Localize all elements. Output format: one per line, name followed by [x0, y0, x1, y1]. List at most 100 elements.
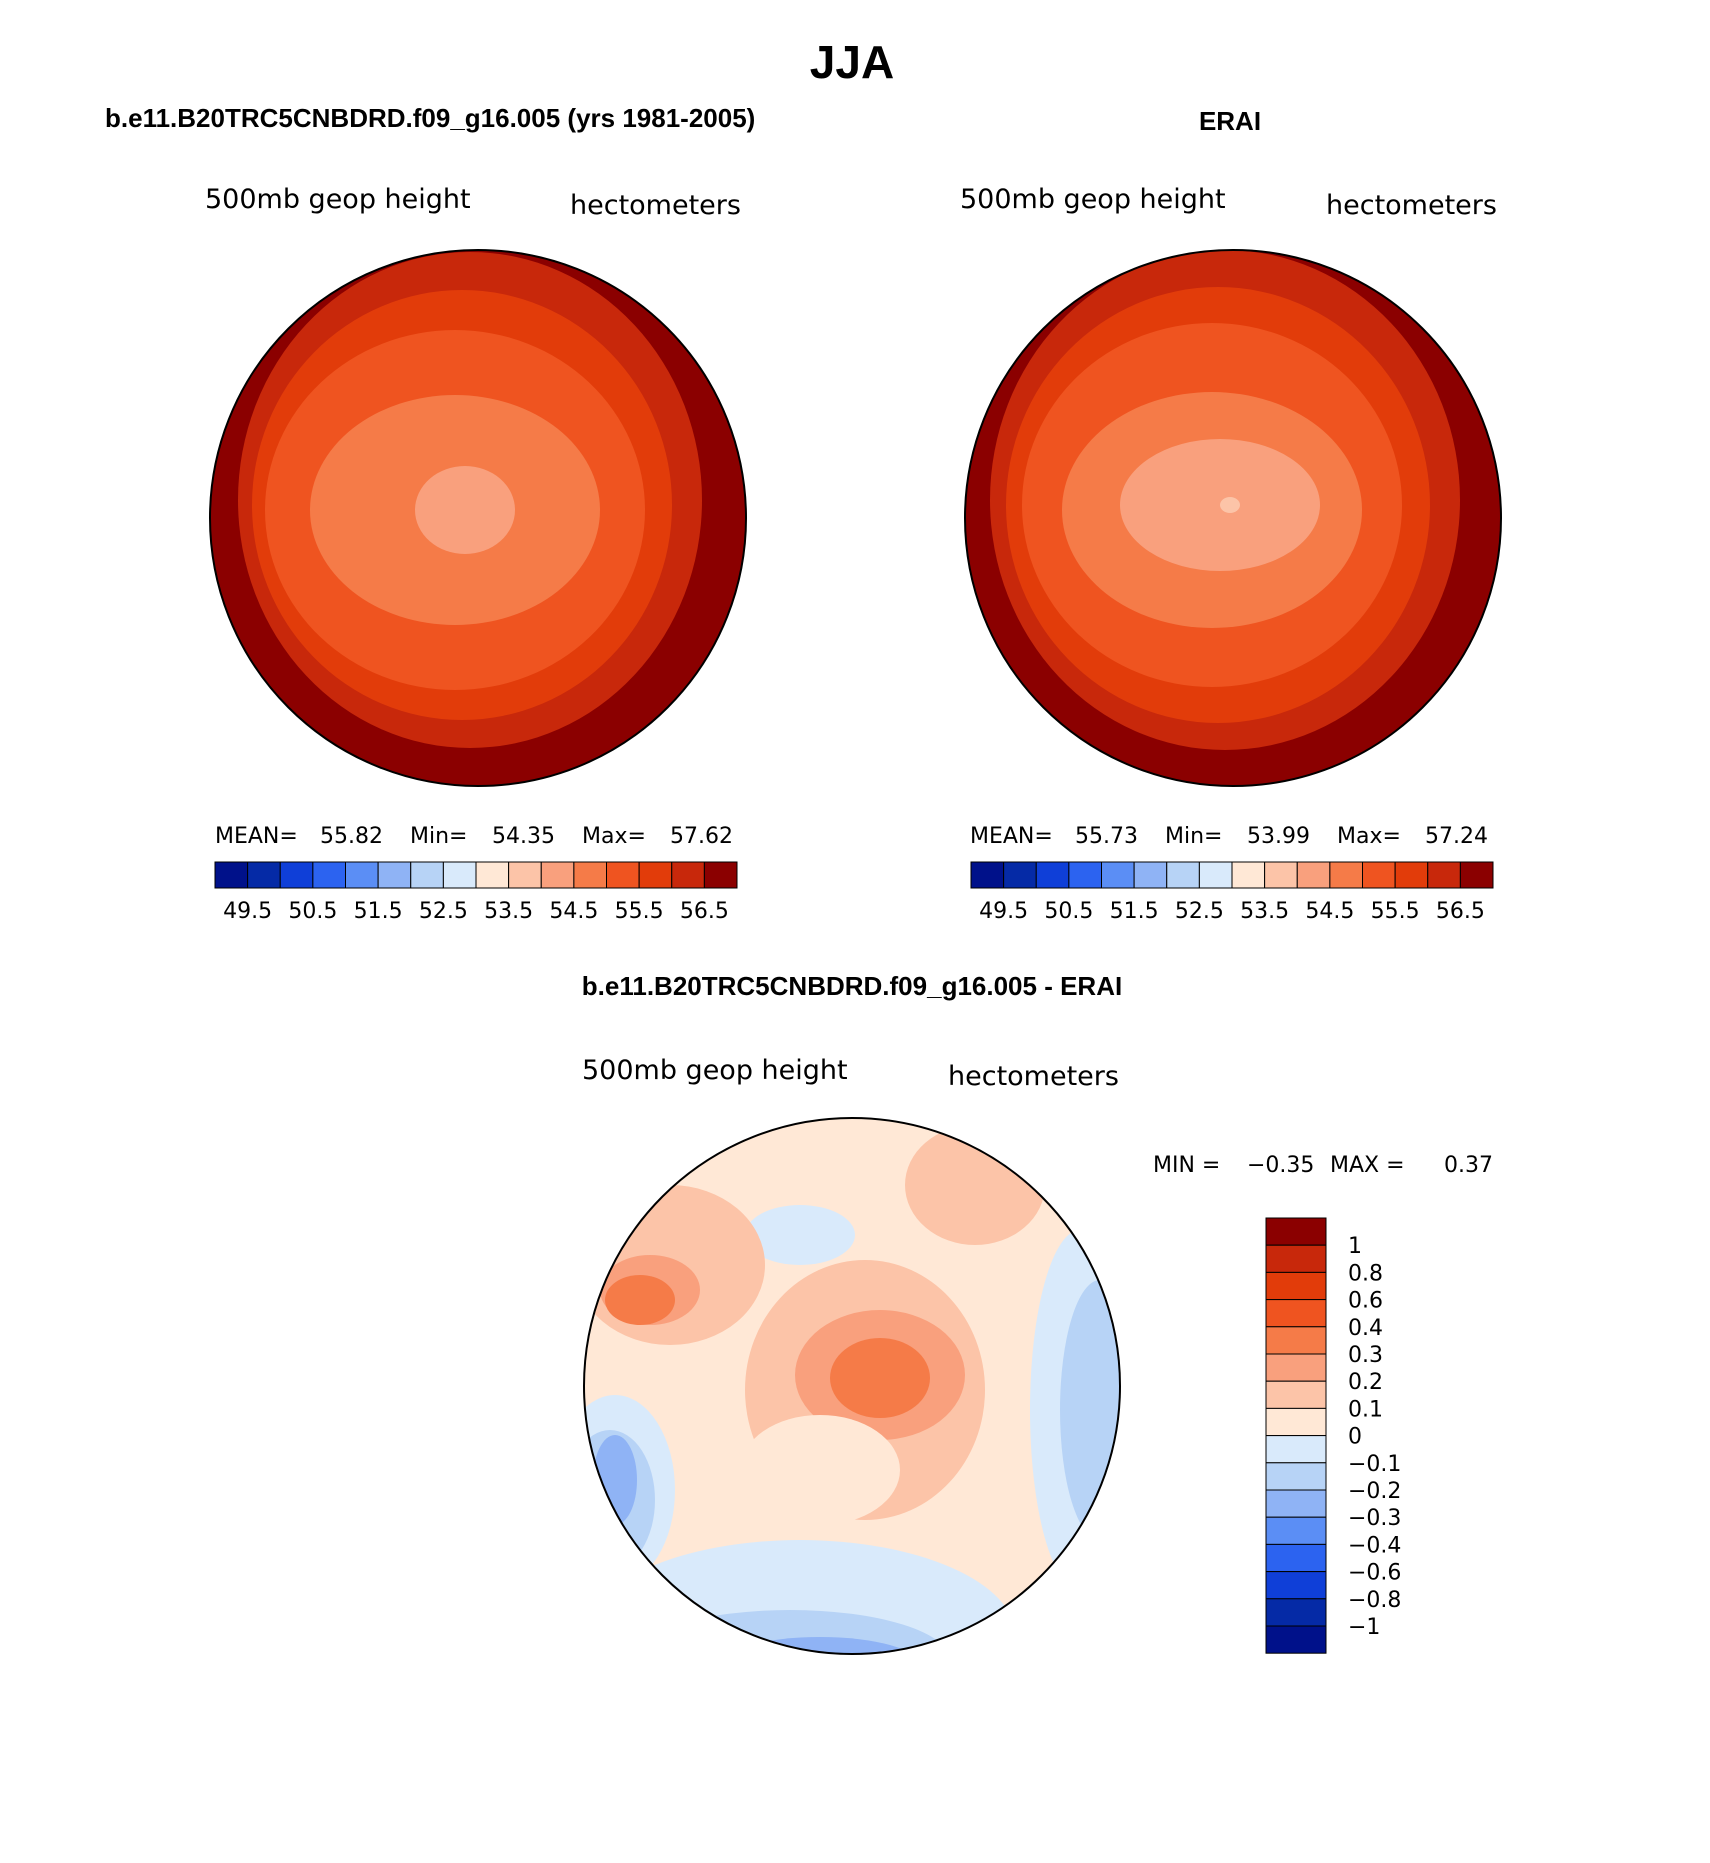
colorbar-box	[1265, 1353, 1327, 1382]
svg-text:57.24: 57.24	[1425, 824, 1488, 849]
colorbar-tick-label: 0.1	[1348, 1397, 1383, 1422]
colorbar-box	[1265, 1407, 1327, 1437]
diff-units: hectometers	[948, 1061, 1119, 1092]
colorbar-box	[1329, 861, 1363, 889]
svg-text:54.35: 54.35	[492, 824, 555, 849]
panel-b-map	[964, 249, 1502, 787]
colorbar-box	[214, 861, 249, 889]
colorbar-box	[671, 861, 705, 889]
colorbar-tick-label: 49.5	[979, 899, 1028, 924]
svg-text:Min=: Min=	[410, 824, 467, 849]
svg-text:55.82: 55.82	[320, 824, 383, 849]
colorbar-tick-label: 52.5	[1175, 899, 1224, 924]
panel-b-colorbar: 49.5 50.5 51.5 52.5 53.5 54.5 55.5 56.5	[970, 861, 1494, 924]
colorbar-box	[1265, 1516, 1327, 1545]
panel-a-map	[209, 249, 747, 787]
svg-text:53.99: 53.99	[1247, 824, 1310, 849]
colorbar-box	[1166, 861, 1200, 889]
colorbar-tick-label: 0.8	[1348, 1261, 1383, 1286]
colorbar-box	[1198, 861, 1233, 889]
svg-text:Min=: Min=	[1165, 824, 1222, 849]
colorbar-box	[540, 861, 575, 889]
colorbar-tick-label: 51.5	[354, 899, 403, 924]
colorbar-tick-label: −0.2	[1348, 1479, 1401, 1504]
colorbar-box	[1394, 861, 1429, 889]
colorbar-tick-label: 55.5	[615, 899, 664, 924]
colorbar-box	[970, 861, 1005, 889]
colorbar-tick-label: 1	[1348, 1234, 1362, 1259]
colorbar-tick-label: −0.4	[1348, 1533, 1401, 1558]
colorbar-box	[1265, 1326, 1327, 1355]
svg-text:MAX =: MAX =	[1330, 1153, 1405, 1178]
colorbar-tick-label: 56.5	[680, 899, 729, 924]
colorbar-box	[508, 861, 542, 889]
diff-title: b.e11.B20TRC5CNBDRD.f09_g16.005 - ERAI	[582, 971, 1122, 1001]
colorbar-box	[1265, 1598, 1327, 1627]
colorbar-tick-label: 54.5	[549, 899, 598, 924]
colorbar-box	[1133, 861, 1168, 889]
colorbar-box	[1362, 861, 1396, 889]
diff-minmax: MIN = −0.35 MAX = 0.37	[1153, 1153, 1493, 1178]
colorbar-box	[1101, 861, 1135, 889]
colorbar-box	[312, 861, 346, 889]
colorbar-tick-label: 0	[1348, 1425, 1362, 1450]
panel-b-stats: MEAN= 55.73 Min= 53.99 Max= 57.24	[970, 824, 1488, 849]
colorbar-tick-label: 53.5	[484, 899, 533, 924]
colorbar-tick-label: 0.2	[1348, 1370, 1383, 1395]
colorbar-box	[1265, 1462, 1327, 1491]
colorbar-tick-label: 56.5	[1436, 899, 1485, 924]
panel-b-units: hectometers	[1326, 190, 1497, 221]
panel-a-colorbar: 49.5 50.5 51.5 52.5 53.5 54.5 55.5 56.5	[214, 861, 738, 924]
colorbar-box	[606, 861, 640, 889]
colorbar-tick-label: −0.3	[1348, 1506, 1401, 1531]
colorbar-box	[573, 861, 607, 889]
colorbar-box	[1459, 861, 1494, 889]
panel-a-units: hectometers	[570, 190, 741, 221]
colorbar-box	[1265, 1625, 1327, 1654]
colorbar-tick-label: 50.5	[1044, 899, 1093, 924]
colorbar-box	[1265, 1435, 1327, 1464]
colorbar-box	[1231, 861, 1266, 889]
colorbar-tick-label: −1	[1348, 1615, 1380, 1640]
colorbar-tick-label: 54.5	[1305, 899, 1354, 924]
colorbar-tick-label: 52.5	[419, 899, 468, 924]
colorbar-tick-label: −0.8	[1348, 1588, 1401, 1613]
svg-text:0.37: 0.37	[1444, 1153, 1493, 1178]
colorbar-box	[345, 861, 379, 889]
panel-a-stats: MEAN= 55.82 Min= 54.35 Max= 57.62	[215, 824, 733, 849]
svg-text:57.62: 57.62	[670, 824, 733, 849]
colorbar-tick-label: 55.5	[1371, 899, 1420, 924]
colorbar-box	[1265, 1571, 1327, 1600]
colorbar-box	[475, 861, 510, 889]
panel-b-var-label: 500mb geop height	[960, 184, 1226, 215]
colorbar-box	[1003, 861, 1037, 889]
colorbar-box	[1265, 1299, 1327, 1328]
colorbar-tick-label: −0.1	[1348, 1452, 1401, 1477]
colorbar-tick-label: 0.3	[1348, 1343, 1383, 1368]
colorbar-tick-label: 0.4	[1348, 1316, 1383, 1341]
colorbar-box	[638, 861, 673, 889]
panel-a-var-label: 500mb geop height	[205, 184, 471, 215]
colorbar-box	[1427, 861, 1461, 889]
colorbar-box	[377, 861, 412, 889]
colorbar-box	[1265, 1380, 1327, 1409]
colorbar-box	[703, 861, 738, 889]
colorbar-box	[410, 861, 444, 889]
colorbar-box	[1264, 861, 1298, 889]
colorbar-tick-label: 53.5	[1240, 899, 1289, 924]
colorbar-box	[1265, 1244, 1327, 1273]
colorbar-tick-label: 0.6	[1348, 1289, 1383, 1314]
colorbar-tick-label: 51.5	[1110, 899, 1159, 924]
svg-text:55.73: 55.73	[1075, 824, 1138, 849]
svg-text:MEAN=: MEAN=	[215, 824, 298, 849]
panel-a-title: b.e11.B20TRC5CNBDRD.f09_g16.005 (yrs 198…	[105, 103, 755, 133]
colorbar-box	[1265, 1271, 1327, 1301]
panel-b-title: ERAI	[1199, 106, 1261, 136]
colorbar-tick-label: −0.6	[1348, 1561, 1401, 1586]
colorbar-tick-label: 49.5	[223, 899, 272, 924]
colorbar-box	[442, 861, 477, 889]
page-title: JJA	[810, 36, 894, 88]
colorbar-box	[279, 861, 314, 889]
colorbar-tick-label: 50.5	[288, 899, 337, 924]
colorbar-box	[1265, 1543, 1327, 1573]
